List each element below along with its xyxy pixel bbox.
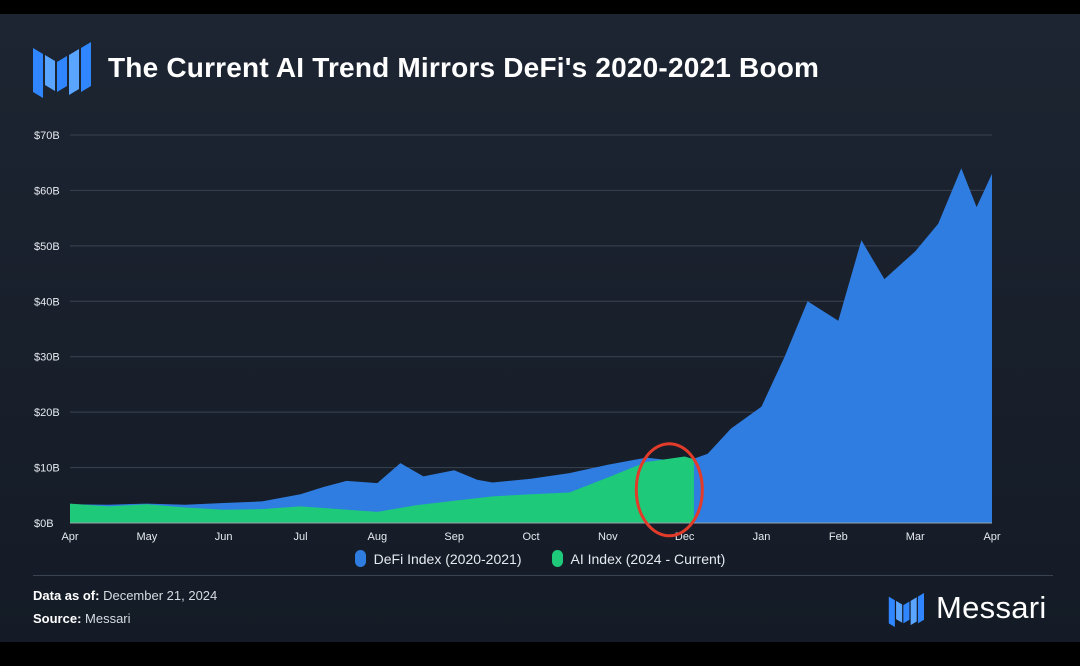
x-tick-label: Oct [522,531,539,543]
y-tick-label: $0B [34,518,54,530]
y-tick-label: $70B [34,130,60,142]
y-tick-label: $40B [34,296,60,308]
legend-label-ai: AI Index (2024 - Current) [570,550,726,567]
legend-item-defi: DeFi Index (2020-2021) [354,550,522,567]
source-value: Messari [81,611,131,626]
x-tick-label: Jun [215,531,233,543]
y-tick-label: $10B [34,463,60,475]
data-date-value: December 21, 2024 [99,588,218,603]
x-tick-label: Jul [293,531,307,543]
legend: DeFi Index (2020-2021) AI Index (2024 - … [0,550,1080,567]
y-tick-label: $60B [34,185,60,197]
data-date: Data as of: December 21, 2024 [33,588,217,603]
messari-brand-icon [888,593,924,627]
y-tick-label: $50B [34,241,60,253]
brand: Messari [888,590,1058,630]
x-tick-label: Nov [598,531,618,543]
source: Source: Messari [33,611,131,626]
y-tick-label: $20B [34,407,60,419]
x-tick-label: May [136,531,157,543]
x-tick-label: Apr [61,531,78,543]
highlight-circle-annotation [634,442,704,538]
ai-area-series [70,456,694,523]
messari-logo-icon [33,42,91,98]
x-tick-label: Sep [444,531,464,543]
legend-swatch-defi [354,550,366,567]
x-tick-label: Apr [983,531,1000,543]
data-date-label: Data as of: [33,588,100,603]
y-tick-label: $30B [34,352,60,364]
x-tick-label: Aug [368,531,388,543]
source-label: Source: [33,611,82,626]
footer-divider [33,575,1053,576]
legend-label-defi: DeFi Index (2020-2021) [373,550,522,567]
defi-area-series [70,168,992,524]
legend-item-ai: AI Index (2024 - Current) [551,550,726,567]
chart-title: The Current AI Trend Mirrors DeFi's 2020… [108,52,820,83]
legend-swatch-ai [551,550,563,567]
x-tick-label: Mar [906,531,925,543]
x-tick-label: Jan [753,531,771,543]
x-tick-label: Feb [829,531,848,543]
brand-name: Messari [936,590,1047,625]
